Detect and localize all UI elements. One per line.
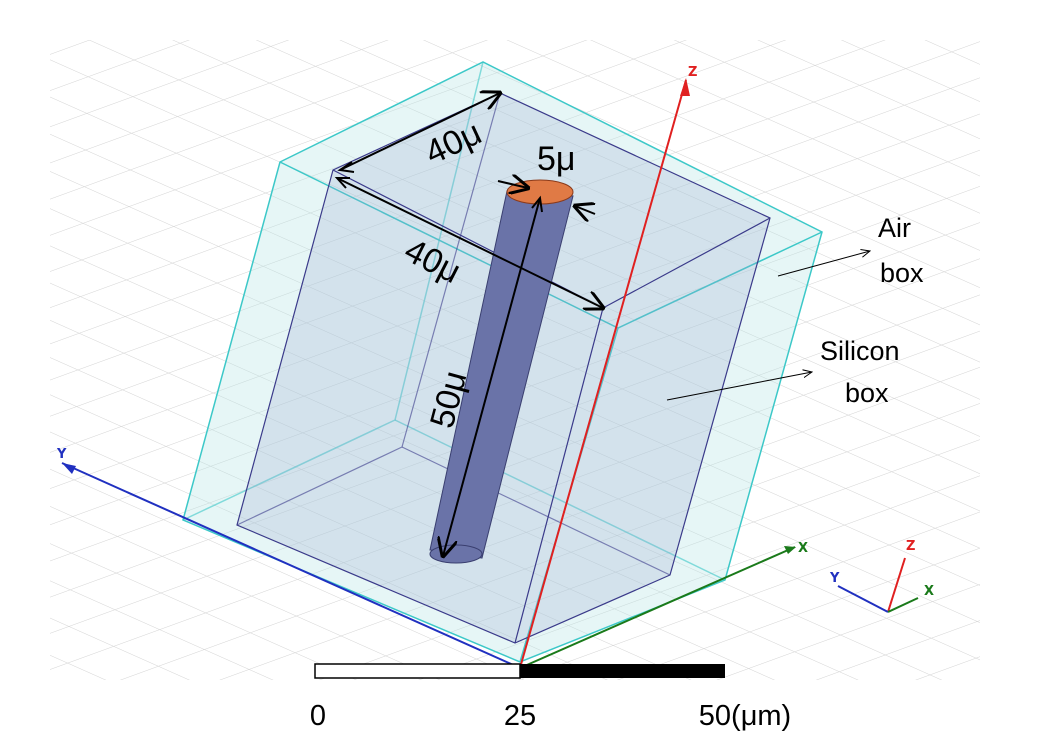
- triad-x: X: [924, 584, 934, 599]
- scale-label: 0: [310, 700, 326, 732]
- air-label-2: box: [880, 258, 924, 288]
- y-label: Y: [56, 447, 67, 462]
- x-arrow: [784, 546, 796, 554]
- dimension-arrows: [334, 93, 603, 556]
- triad-y: Y: [829, 571, 840, 586]
- silicon-label-1: Silicon: [820, 336, 900, 366]
- air-callout: [777, 251, 870, 277]
- air-label-1: Air: [878, 213, 911, 243]
- y-arrow: [62, 463, 76, 474]
- scale-label: 50(μm): [699, 700, 791, 732]
- x-axis: [519, 546, 796, 669]
- scale-bar-white: [314, 663, 521, 679]
- scale-label: 25: [504, 700, 536, 732]
- z-axis: [519, 79, 687, 669]
- scale-bar-black: [520, 664, 725, 678]
- axis-triad: Z Y X: [829, 539, 934, 613]
- x-label: X: [798, 541, 808, 556]
- y-axis: [61, 462, 521, 669]
- triad-z: Z: [906, 539, 915, 554]
- z-label: Z: [688, 65, 697, 80]
- silicon-label-2: box: [845, 378, 889, 408]
- dim-diameter: 5μ: [537, 140, 576, 178]
- z-arrow: [680, 78, 690, 96]
- silicon-callout: [666, 372, 812, 401]
